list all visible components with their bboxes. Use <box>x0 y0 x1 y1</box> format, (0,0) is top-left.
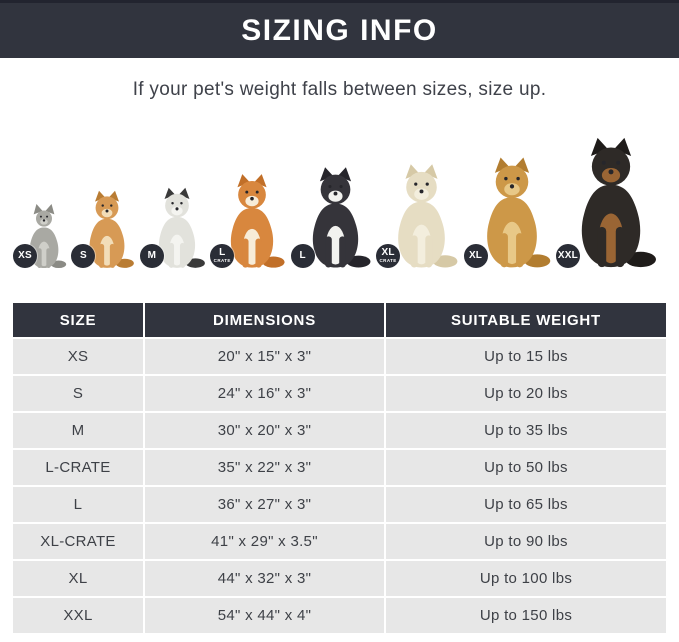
size-badge-label: XXL <box>557 250 578 261</box>
title-bar: SIZING INFO <box>0 0 679 58</box>
pet-pomeranian: S <box>71 189 136 269</box>
size-badge-label: XS <box>18 250 32 261</box>
cell-xs-size: XS <box>13 339 143 374</box>
size-badge-m: M <box>139 244 164 268</box>
border-collie-illustration-icon <box>312 167 371 268</box>
pet-golden-retriever: XL <box>463 155 553 269</box>
size-badge-label: L <box>299 250 306 261</box>
size-badge-l-crate: L CRATE <box>210 244 235 268</box>
pomeranian-illustration-icon <box>89 190 135 268</box>
golden-retriever-illustration-icon <box>486 157 550 268</box>
gray-cat-illustration-icon <box>29 203 67 269</box>
french-bulldog-illustration-icon <box>158 187 205 268</box>
pet-gray-cat: XS <box>13 203 68 269</box>
size-badge-xl: XL <box>463 244 488 268</box>
size-badge-label: XL <box>468 250 483 261</box>
size-badge-l: L <box>290 244 315 268</box>
cell-xxl-size: XXL <box>13 598 143 633</box>
sizing-table: SIZE DIMENSIONS SUITABLE WEIGHT XS 20" x 15"… <box>13 303 666 633</box>
pet-border-collie: L <box>290 165 373 269</box>
pet-doberman: XXL <box>555 135 659 269</box>
size-badge-label: XL <box>381 247 395 259</box>
size-badge-sublabel: CRATE <box>213 258 231 264</box>
size-badge-label: L <box>219 247 226 259</box>
cell-l-crate-dimensions: 35" x 22" x 3" <box>145 450 384 485</box>
column-header-suitable-weight: SUITABLE WEIGHT <box>386 303 666 337</box>
cell-xxl-dimensions: 54" x 44" x 4" <box>145 598 384 633</box>
cell-s-size: S <box>13 376 143 411</box>
column-header-size: SIZE <box>13 303 143 337</box>
cell-l-crate-weight: Up to 50 lbs <box>386 450 666 485</box>
cell-xxl-weight: Up to 150 lbs <box>386 598 666 633</box>
cell-xl-size: XL <box>13 561 143 596</box>
page-title: SIZING INFO <box>241 13 438 47</box>
size-badge-s: S <box>71 244 96 268</box>
cell-xl-weight: Up to 100 lbs <box>386 561 666 596</box>
size-badge-xs: XS <box>13 244 37 268</box>
cell-xl-dimensions: 44" x 32" x 3" <box>145 561 384 596</box>
pet-shiba-inu: L CRATE <box>210 172 287 269</box>
size-badge-label: S <box>79 250 87 261</box>
column-header-dimensions: DIMENSIONS <box>145 303 384 337</box>
cell-m-size: M <box>13 413 143 448</box>
cell-xs-weight: Up to 15 lbs <box>386 339 666 374</box>
size-badge-xl-crate: XL CRATE <box>376 244 401 268</box>
pet-french-bulldog: M <box>139 186 207 269</box>
cell-l-dimensions: 36" x 27" x 3" <box>145 487 384 522</box>
cell-s-weight: Up to 20 lbs <box>386 376 666 411</box>
cell-l-size: L <box>13 487 143 522</box>
size-badge-xxl: XXL <box>555 244 580 268</box>
shiba-inu-illustration-icon <box>231 174 285 268</box>
size-badge-sublabel: CRATE <box>379 258 397 264</box>
cell-xl-crate-size: XL-CRATE <box>13 524 143 559</box>
cell-xs-dimensions: 20" x 15" x 3" <box>145 339 384 374</box>
sizing-note: If your pet's weight falls between sizes… <box>132 79 547 100</box>
size-badge-label: M <box>147 250 157 261</box>
cell-xl-crate-weight: Up to 90 lbs <box>386 524 666 559</box>
cell-l-crate-size: L-CRATE <box>13 450 143 485</box>
cell-s-dimensions: 24" x 16" x 3" <box>145 376 384 411</box>
pets-row: XS S M L CRATE <box>13 117 665 269</box>
labrador-illustration-icon <box>398 164 458 268</box>
pet-labrador: XL CRATE <box>376 162 460 269</box>
cell-l-weight: Up to 65 lbs <box>386 487 666 522</box>
cell-m-weight: Up to 35 lbs <box>386 413 666 448</box>
cell-m-dimensions: 30" x 20" x 3" <box>145 413 384 448</box>
doberman-illustration-icon <box>581 137 656 268</box>
cell-xl-crate-dimensions: 41" x 29" x 3.5" <box>145 524 384 559</box>
